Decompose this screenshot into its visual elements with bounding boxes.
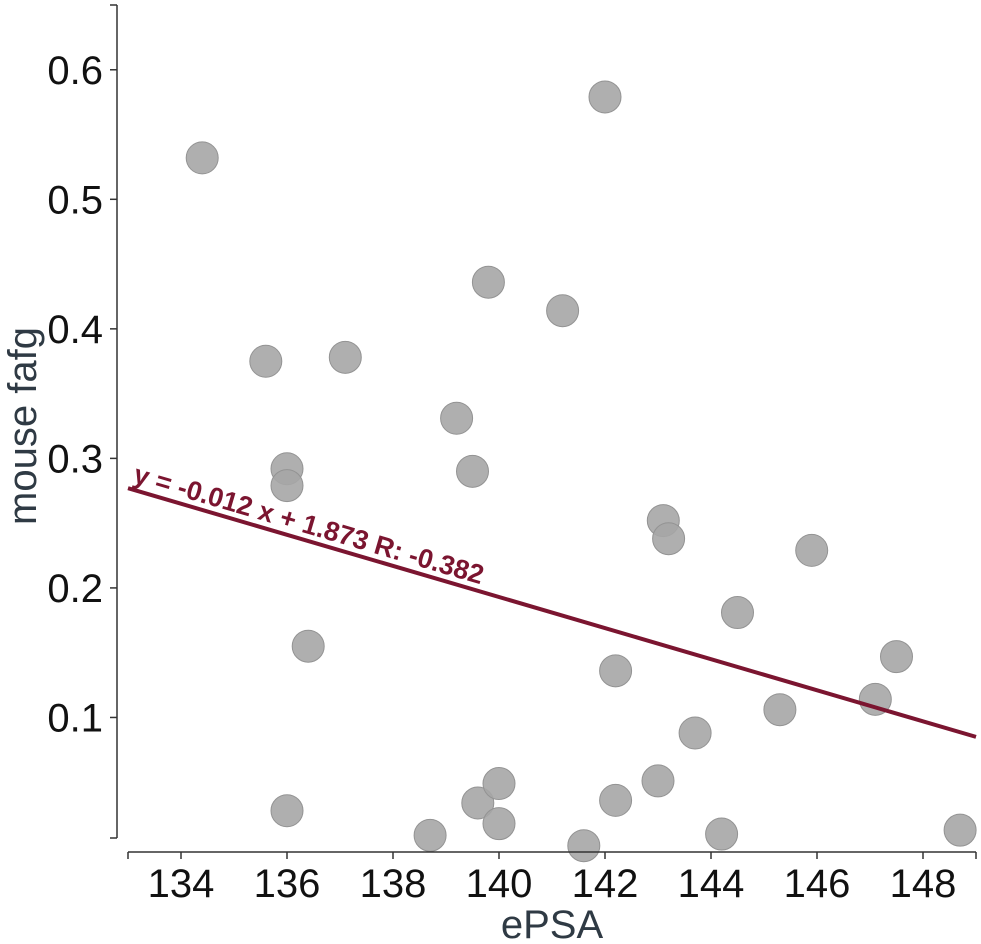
- data-point: [461, 786, 495, 820]
- data-point: [705, 817, 739, 851]
- data-point: [291, 629, 325, 663]
- data-point: [652, 522, 686, 556]
- data-point: [721, 596, 754, 630]
- x-tick-label: 146: [784, 862, 851, 906]
- y-tick-label: 0.2: [47, 567, 103, 611]
- data-point: [763, 693, 797, 727]
- regression-line: [127, 486, 977, 739]
- data-point: [482, 807, 516, 841]
- data-point: [270, 794, 304, 828]
- data-point: [413, 818, 447, 852]
- x-tick-label: 140: [466, 862, 533, 906]
- data-point: [599, 783, 633, 817]
- data-point: [249, 344, 283, 378]
- x-ticks: 134 136 138 140 142 144 146 148: [127, 852, 977, 906]
- data-point: [456, 454, 489, 488]
- data-point: [471, 265, 505, 299]
- data-point: [599, 654, 633, 688]
- x-tick-label: 134: [148, 862, 215, 906]
- data-point: [858, 682, 892, 716]
- y-tick-label: 0.4: [47, 308, 103, 352]
- data-point: [678, 716, 712, 750]
- x-axis-label: ePSA: [501, 903, 604, 944]
- data-point: [185, 141, 219, 175]
- data-point: [270, 469, 304, 503]
- x-tick-label: 148: [890, 862, 957, 906]
- y-tick-label: 0.1: [47, 696, 103, 740]
- data-point: [567, 829, 601, 863]
- y-tick-label: 0.3: [47, 437, 103, 481]
- data-point: [482, 767, 516, 801]
- data-point: [641, 764, 675, 798]
- y-tick-label: 0.5: [47, 178, 103, 222]
- data-point: [880, 640, 913, 674]
- x-tick-label: 142: [572, 862, 639, 906]
- data-point: [588, 80, 622, 114]
- y-tick-label: 0.6: [47, 49, 103, 93]
- data-point: [546, 294, 580, 328]
- y-ticks: 0.1 0.2 0.3 0.4 0.5 0.6: [47, 4, 117, 839]
- data-points: [185, 80, 977, 863]
- axes: [116, 5, 976, 853]
- x-tick-label: 138: [360, 862, 427, 906]
- data-point: [795, 533, 829, 567]
- data-point: [440, 401, 474, 435]
- data-point: [328, 340, 362, 374]
- x-tick-label: 144: [678, 862, 745, 906]
- y-axis-label: mouse fafg: [1, 327, 45, 525]
- x-tick-label: 136: [254, 862, 321, 906]
- data-point: [943, 813, 977, 847]
- regression-annotation: y = -0.012 x + 1.873 R: -0.382: [130, 459, 487, 590]
